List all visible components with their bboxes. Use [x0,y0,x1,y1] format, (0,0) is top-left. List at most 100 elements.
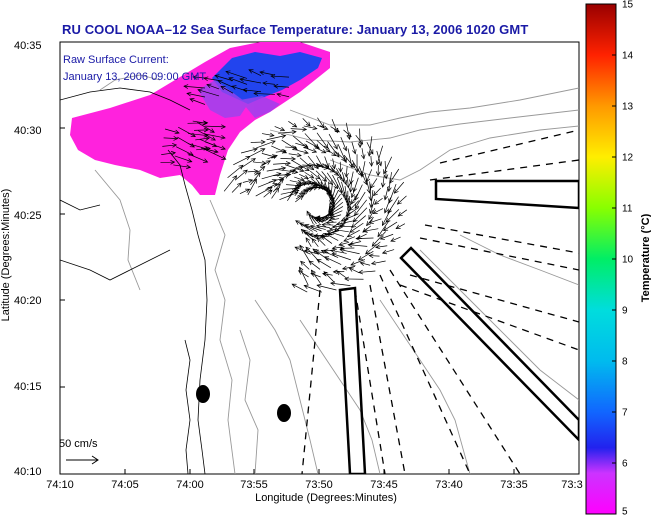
current-vector-head [212,142,218,148]
current-vector-head [345,183,351,189]
current-vector [340,249,360,255]
current-vector-head [341,265,348,271]
current-vector [273,85,290,88]
current-vector-head [291,156,297,162]
current-vector [273,174,291,176]
current-vector-head [354,168,360,174]
current-vector-head [339,245,345,251]
current-vector [206,84,220,90]
x-tick-label: 73:45 [370,479,398,491]
current-vector [309,170,321,180]
current-vector-head [232,175,238,181]
scale-arrow [66,455,99,465]
current-vector-head [383,169,388,175]
current-vector [302,118,311,127]
current-vector-head [346,232,352,238]
current-vector-head [312,248,318,254]
current-vector [204,133,226,139]
current-vector [189,98,206,105]
current-vector [306,179,319,186]
current-vector-head [170,150,177,156]
current-vector-head [379,235,385,240]
current-vector [247,170,259,173]
current-vector [259,71,276,76]
current-vector-head [303,144,309,150]
current-vector [330,184,333,200]
current-vector-head [183,84,189,89]
colorbar-tick-label: 6 [622,458,628,470]
current-vector-head [279,178,285,184]
current-vector-head [354,203,360,209]
current-vector [348,196,351,209]
current-vector-head [355,236,361,241]
current-vector-head [286,172,292,178]
current-vector [360,262,371,266]
current-vector-head [321,222,327,228]
current-vector [340,136,347,151]
current-vector-head [313,143,319,149]
current-vector [214,75,234,82]
colorbar-tick-label: 11 [622,203,633,215]
current-vector-head [253,169,259,174]
current-vector [192,76,206,79]
current-vector-head [389,178,394,184]
current-vector [347,148,353,168]
current-vector-head [383,195,389,201]
current-vector-head [328,210,335,215]
current-vector [198,130,216,141]
current-vector [350,171,354,184]
current-vector [316,140,331,153]
current-vector [233,156,251,166]
current-vector-head [352,217,358,223]
current-vector [356,237,374,239]
surface-current-vectors [160,69,408,293]
current-vector-head [239,77,245,83]
current-vector [373,208,384,214]
current-vector-head [387,186,392,193]
current-vector [344,186,348,203]
current-vector [328,133,338,150]
current-vector-head [381,220,387,227]
current-vector [345,122,350,140]
x-tick-label: 73:50 [305,479,333,491]
current-vector [363,228,379,232]
current-vector [394,181,405,194]
current-vector [239,78,262,84]
current-vector-head [304,223,310,229]
current-vector [390,236,401,242]
current-vector [271,145,287,154]
sst-blue-patch [212,52,322,104]
y-tick-label: 40:10 [14,466,42,478]
current-vector [187,153,208,163]
current-vector-head [202,120,208,126]
current-vector [162,144,177,147]
current-vector [316,147,326,154]
current-vector-head [242,169,248,175]
current-vector [361,161,366,178]
current-vector-head [310,272,316,277]
current-vector-head [276,92,282,98]
current-vector [289,180,302,184]
current-vector-head [325,147,331,153]
current-vector [324,256,342,265]
current-vector-head [393,188,399,194]
current-vector [284,169,295,176]
current-vector [295,195,304,203]
current-vector-head [206,83,212,89]
current-vector-head [306,210,311,216]
current-vector [292,181,312,190]
current-vector-head [303,284,309,290]
current-vector [349,267,360,274]
current-vector [338,241,350,246]
current-vector-head [271,153,277,159]
current-vector [324,179,328,192]
y-axis-title: Latitude (Degrees:Minutes) [0,188,12,322]
current-vector [220,85,234,94]
current-vector [316,225,330,228]
current-vector-head [197,88,203,93]
current-vector [342,266,356,270]
current-vector [270,75,290,78]
current-vector [369,255,380,257]
current-vector-head [319,163,324,169]
current-vector [341,172,347,185]
